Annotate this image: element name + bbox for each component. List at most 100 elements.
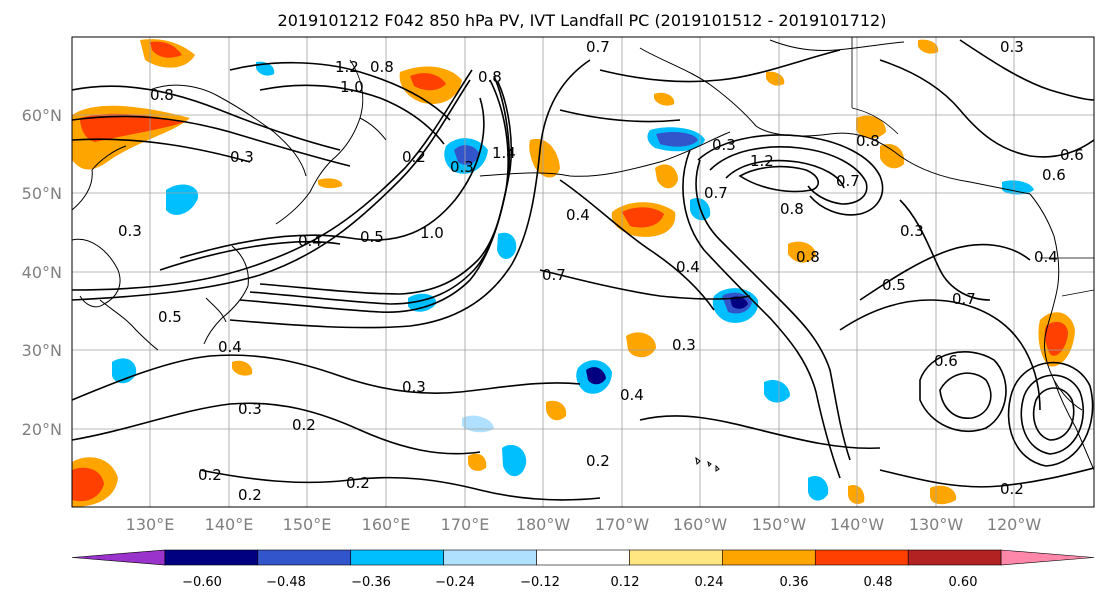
pv-blob (730, 296, 748, 309)
contour-line (1020, 374, 1085, 455)
contour-line (72, 354, 581, 401)
longitude-labels: 130°E 140°E 150°E 160°E 170°E 180°W 170°… (126, 515, 1042, 534)
colorbar-tick-label: −0.48 (266, 575, 306, 590)
contour-label: 0.8 (856, 132, 880, 150)
colorbar-tick-label: −0.60 (182, 575, 222, 590)
lon-label: 160°W (673, 515, 728, 534)
lon-label: 140°W (830, 515, 885, 534)
contour-line (249, 75, 511, 305)
colorbar-bin (536, 549, 630, 566)
lat-label: 30°N (22, 341, 62, 360)
pv-blob (656, 132, 698, 147)
contour-label: 0.2 (1000, 480, 1024, 498)
contour-label: 0.2 (346, 474, 370, 492)
contour-label: 0.4 (298, 232, 322, 250)
contour-label: 0.3 (118, 222, 142, 240)
pv-blob (930, 485, 957, 505)
contour-line (229, 61, 451, 121)
borders (851, 37, 1094, 297)
contour-line (72, 402, 481, 455)
pv-blob (497, 232, 517, 259)
contour-line (72, 138, 251, 163)
contours (72, 39, 1094, 501)
contour-line (1007, 361, 1094, 467)
contour-label: 1.2 (335, 58, 359, 76)
contour-label: 0.3 (402, 378, 426, 396)
pv-blob (848, 484, 865, 505)
contour-line (725, 159, 845, 189)
colorbar-bin (814, 549, 909, 566)
contour-line (1032, 387, 1075, 441)
contour-label: 0.8 (150, 86, 174, 104)
contour-line (879, 467, 1094, 488)
contour-line (539, 269, 751, 300)
border-canada-us (851, 37, 1094, 259)
contour-label: 0.7 (952, 290, 976, 308)
pv-blob (626, 332, 656, 358)
contour-label: 0.8 (796, 248, 820, 266)
contour-label: 1.0 (340, 78, 364, 96)
pv-blob (856, 115, 886, 139)
pv-blob (410, 73, 446, 91)
contour-line (72, 115, 351, 167)
pv-blob (654, 92, 675, 106)
figure-title: 2019101212 F042 850 hPa PV, IVT Landfall… (278, 11, 887, 30)
contour-label: 0.2 (292, 416, 316, 434)
colorbar-bin (257, 549, 352, 566)
coastlines (72, 39, 1094, 472)
lon-label: 120°W (987, 515, 1042, 534)
lat-label: 50°N (22, 184, 62, 203)
colorbar-tick-label: −0.24 (435, 575, 475, 590)
contour-line (682, 149, 841, 479)
contour-line (229, 59, 591, 329)
colorbar-ticks: −0.60 −0.48 −0.36 −0.24 −0.12 0.12 0.24 … (182, 575, 977, 590)
contour-line (639, 415, 881, 450)
pv-blob (766, 71, 785, 86)
coastline-baja (1053, 379, 1094, 471)
contour-line (899, 199, 991, 301)
contour-line (599, 49, 841, 83)
colorbar-bin (164, 549, 259, 566)
pv-blob (462, 415, 494, 433)
pv-blob (1044, 321, 1068, 356)
pv-blob (318, 178, 343, 189)
contour-line (695, 159, 851, 461)
colorbar-bin (350, 549, 444, 566)
contour-line (879, 59, 1094, 158)
contour-label: 0.3 (450, 158, 474, 176)
graticule (72, 37, 1094, 507)
pv-blob (788, 241, 816, 263)
contour-label: 0.3 (712, 136, 736, 154)
pv-blob (808, 475, 829, 501)
contour-line (259, 84, 445, 145)
contour-line (239, 79, 509, 313)
colorbar-bin (722, 549, 816, 566)
contour-label: 0.4 (1034, 248, 1058, 266)
contour-line (559, 179, 715, 311)
contour-line (199, 469, 601, 501)
contour-line (72, 69, 473, 291)
pv-blob (546, 400, 567, 421)
pv-blob (529, 138, 560, 178)
contour-line (919, 351, 1007, 433)
contour-line (697, 134, 884, 216)
contour-label: 0.4 (218, 338, 242, 356)
contour-label: 0.7 (586, 38, 610, 56)
coastline-kamchatka (275, 59, 387, 225)
pv-blob (454, 145, 480, 165)
contour-line (259, 81, 513, 295)
contour-label: 0.2 (238, 486, 262, 504)
contour-labels: 1.2 0.8 1.0 0.8 0.7 0.3 0.8 0.2 1.4 0.3 … (118, 38, 1084, 504)
coastline-alaska (639, 39, 1031, 195)
contour-label: 0.3 (238, 400, 262, 418)
pv-blob (918, 39, 939, 54)
pv-blob (502, 444, 527, 477)
colorbar: −0.60 −0.48 −0.36 −0.24 −0.12 0.12 0.24 … (71, 549, 1095, 590)
contour-label: 0.5 (158, 308, 182, 326)
lon-label: 170°W (595, 515, 650, 534)
pv-blob (80, 113, 185, 142)
lon-label: 150°W (752, 515, 807, 534)
contour-line (738, 165, 819, 193)
coastline-okhotsk (149, 84, 307, 177)
contour-label: 0.4 (620, 386, 644, 404)
